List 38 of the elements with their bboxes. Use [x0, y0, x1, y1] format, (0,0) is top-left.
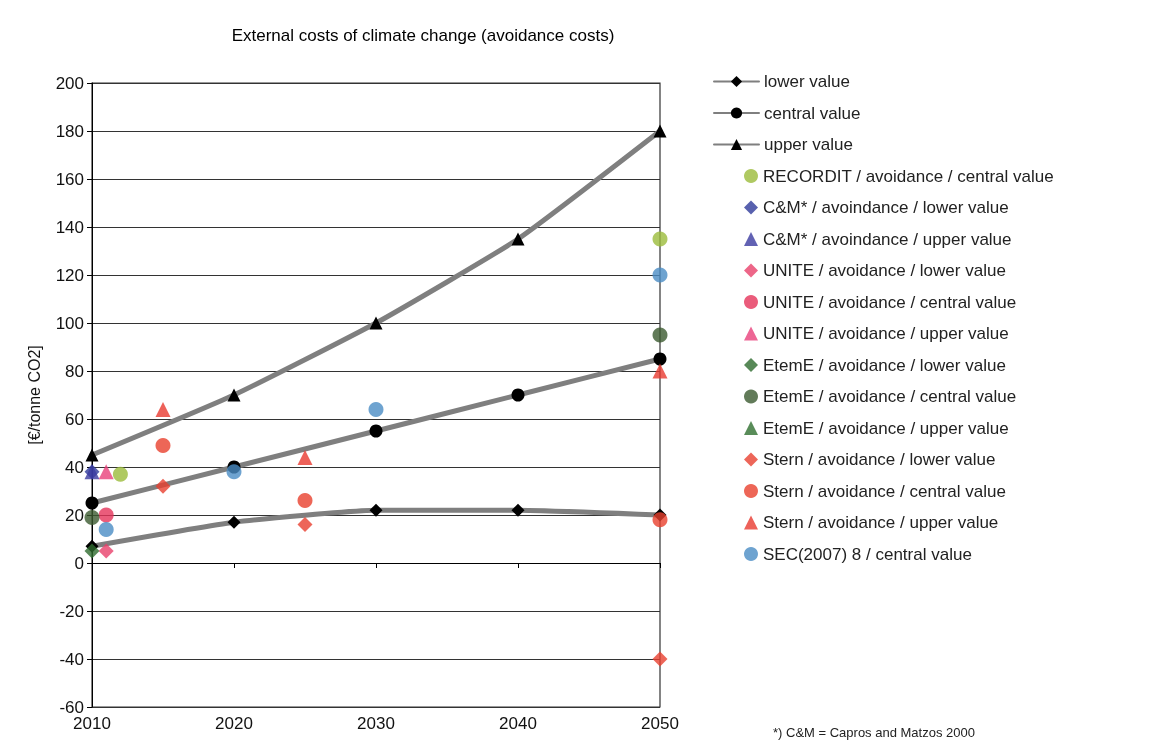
legend-label: SEC(2007) 8 / central value	[763, 544, 972, 564]
y-tick-label: 60	[65, 409, 84, 429]
legend-label: C&M* / avoindance / upper value	[763, 229, 1012, 249]
x-tick-label: 2010	[73, 714, 111, 733]
legend-label: central value	[764, 103, 861, 123]
legend-label: EtemE / avoidance / central value	[763, 387, 1017, 406]
legend-label: Stern / avoidance / central value	[763, 481, 1006, 501]
legend-label: upper value	[764, 135, 853, 154]
legend-label: Stern / avoidance / upper value	[763, 513, 999, 532]
y-tick-label: 200	[55, 73, 84, 93]
y-tick-label: -60	[59, 697, 84, 717]
legend-label: RECORDIT / avoidance / central value	[763, 166, 1054, 186]
legend-label: EtemE / avoidance / lower value	[763, 355, 1006, 375]
y-tick-label: 180	[55, 121, 84, 141]
text: *) C&M = Capros and Matzos 2000	[773, 725, 975, 740]
legend-label: C&M* / avoindance / lower value	[763, 198, 1009, 217]
y-tick-label: 100	[55, 313, 84, 333]
y-tick-label: 20	[65, 505, 84, 525]
y-tick-label: -40	[59, 649, 84, 669]
x-tick-label: 2020	[215, 714, 253, 733]
x-tick-label: 2030	[357, 714, 395, 733]
legend-label: UNITE / avoidance / lower value	[763, 261, 1006, 280]
y-tick-label: 160	[55, 169, 84, 189]
x-tick-label: 2040	[499, 714, 537, 733]
y-tick-label: 120	[55, 265, 84, 285]
y-tick-label: 140	[55, 217, 84, 237]
x-tick-label: 2050	[641, 714, 679, 733]
y-tick-label: 0	[74, 553, 84, 573]
y-axis-title: [€/tonne CO2]	[25, 345, 43, 445]
legend-label: UNITE / avoidance / central value	[763, 292, 1017, 312]
y-tick-label: -20	[59, 601, 84, 621]
y-tick-label: 80	[65, 361, 84, 381]
legend-label: lower value	[764, 72, 850, 91]
legend-label: EtemE / avoidance / upper value	[763, 418, 1009, 438]
y-tick-label: 40	[65, 457, 84, 477]
chart-title: External costs of climate change (avoidance costs)	[231, 26, 615, 45]
legend-label: UNITE / avoidance / upper value	[763, 324, 1009, 343]
legend-label: Stern / avoidance / lower value	[763, 450, 996, 469]
